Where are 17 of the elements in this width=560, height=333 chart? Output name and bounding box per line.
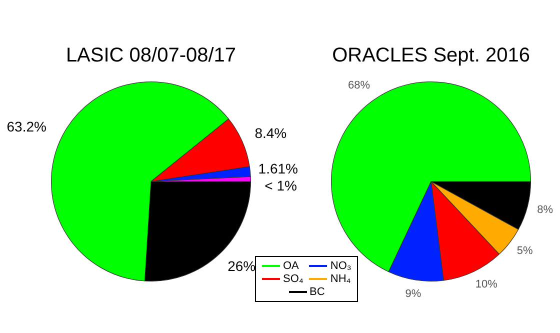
data-label: 8.4% — [254, 124, 287, 141]
data-label: 63.2% — [6, 118, 46, 134]
legend-label: SO₄ — [283, 273, 304, 285]
chart-title: LASIC 08/07-08/17 — [66, 44, 236, 67]
data-label: 26% — [228, 258, 256, 274]
data-label: < 1% — [264, 178, 297, 194]
legend-label: OA — [283, 260, 299, 272]
data-label: 1.61% — [258, 160, 298, 177]
data-label: 5% — [516, 245, 533, 258]
data-label: 9% — [405, 288, 422, 300]
chart-title: ORACLES Sept. 2016 — [332, 44, 530, 67]
legend-label: NH₄ — [330, 273, 351, 285]
data-label: 10% — [475, 278, 498, 290]
data-label: 68% — [348, 80, 370, 92]
data-label: 8% — [537, 204, 554, 216]
legend-label: NO₃ — [330, 260, 352, 272]
legend-label: BC — [310, 286, 325, 298]
